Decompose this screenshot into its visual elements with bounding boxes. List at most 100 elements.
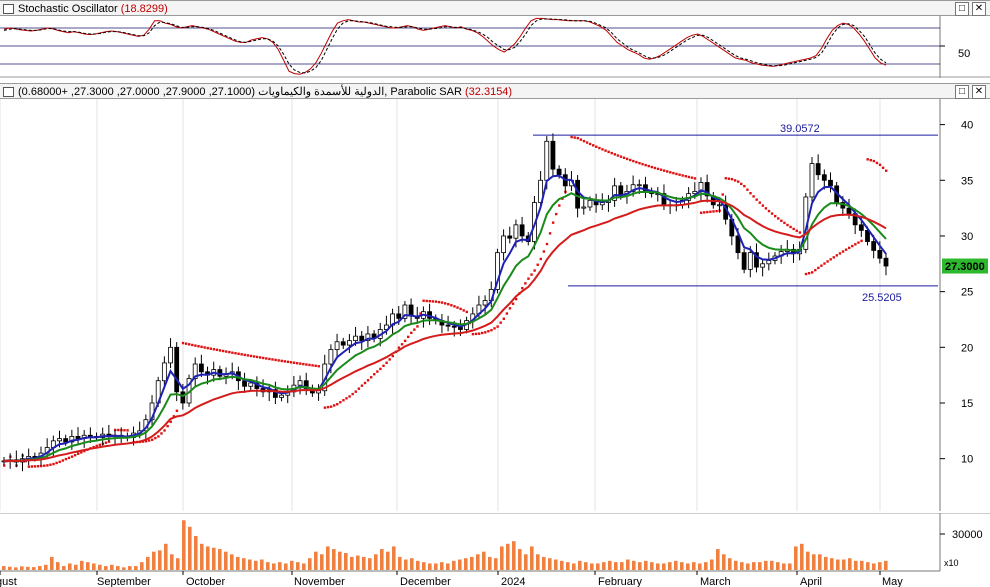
- volume-bar: [674, 560, 678, 570]
- volume-bar: [356, 555, 360, 570]
- sar-dot: [126, 429, 129, 432]
- sar-dot: [767, 209, 771, 213]
- volume-bar: [146, 556, 150, 570]
- sar-dot: [403, 339, 407, 343]
- candle-body: [754, 252, 759, 268]
- sar-dot: [804, 272, 808, 276]
- candle-body: [821, 174, 827, 181]
- candle-body: [760, 263, 766, 268]
- candle-body: [445, 324, 451, 327]
- sar-dot: [385, 361, 388, 364]
- volume-bar: [848, 558, 852, 570]
- sar-dot: [632, 159, 635, 163]
- volume-bar: [404, 559, 408, 570]
- sar-dot: [175, 409, 179, 413]
- sar-dot: [499, 321, 502, 324]
- volume-multiplier: x10: [944, 558, 959, 568]
- sar-dot: [490, 328, 493, 332]
- volume-bar: [500, 546, 504, 570]
- volume-bar: [794, 546, 798, 570]
- volume-bar: [398, 556, 402, 570]
- candle-body: [279, 394, 284, 398]
- candle-body: [717, 204, 722, 207]
- volume-bar: [140, 562, 144, 570]
- stochastic-restore-button[interactable]: □: [955, 2, 969, 16]
- sar-dot: [514, 297, 518, 301]
- sar-dot: [635, 160, 638, 164]
- volume-bar: [476, 554, 480, 570]
- price-select-checkbox[interactable]: [3, 87, 14, 97]
- volume-bar: [866, 562, 870, 570]
- last-price-label: 27.3000: [945, 261, 985, 273]
- volume-bar: [686, 563, 690, 570]
- sar-dot: [197, 345, 200, 348]
- candle-body: [871, 241, 877, 251]
- candle-body: [741, 252, 747, 270]
- candle-body: [340, 341, 346, 346]
- volume-bar: [92, 563, 96, 570]
- sar-dot: [743, 184, 746, 188]
- sar-dot: [690, 176, 694, 179]
- sar-dot: [332, 404, 336, 407]
- candle-body: [630, 184, 636, 192]
- candle-body: [735, 235, 741, 254]
- sar-dot: [752, 195, 755, 198]
- stochastic-close-button[interactable]: ✕: [972, 2, 986, 16]
- volume-bar: [572, 563, 576, 570]
- ma-fast-line: [3, 174, 887, 463]
- sar-dot: [274, 358, 277, 362]
- x-axis-label: September: [97, 576, 151, 587]
- volume-bar: [104, 566, 108, 570]
- volume-bar: [206, 546, 210, 570]
- volume-bar: [20, 566, 24, 570]
- volume-bar: [302, 563, 306, 570]
- price-restore-button[interactable]: □: [955, 85, 969, 99]
- sar-dot: [234, 352, 237, 355]
- price-y-tick-label: 20: [961, 342, 973, 354]
- sar-dot: [607, 150, 610, 154]
- sar-dot: [866, 158, 869, 161]
- sar-dot: [434, 300, 438, 303]
- sar-dot: [237, 352, 240, 355]
- price-close-button[interactable]: ✕: [972, 85, 986, 99]
- sar-dot: [851, 244, 854, 248]
- volume-bar: [746, 563, 750, 570]
- volume-bar: [878, 562, 882, 570]
- volume-bar: [68, 563, 72, 570]
- volume-bar: [842, 559, 846, 570]
- sar-dot: [789, 225, 792, 229]
- sar-dot: [95, 444, 98, 448]
- price-y-tick-label: 35: [961, 175, 973, 187]
- sar-dot: [885, 169, 888, 172]
- sar-dot: [758, 201, 761, 204]
- x-axis-label: 2024: [501, 576, 525, 587]
- sar-dot: [339, 401, 342, 404]
- candle-body: [248, 382, 254, 387]
- sar-dot: [625, 157, 629, 161]
- sar-dot: [262, 356, 265, 360]
- volume-bar: [80, 560, 84, 570]
- sar-dot: [551, 221, 555, 224]
- volume-panel: 30000 x10 gust September October November De…: [0, 513, 990, 587]
- volume-bar: [248, 559, 252, 570]
- sar-dot: [724, 177, 728, 180]
- sar-dot: [481, 331, 484, 335]
- sar-dot: [98, 443, 102, 447]
- stochastic-k-line: [3, 17, 887, 75]
- candle-body: [272, 389, 278, 398]
- stochastic-select-checkbox[interactable]: [3, 4, 14, 14]
- price-y-tick-label: 10: [961, 454, 973, 466]
- support-label: 25.5205: [862, 292, 902, 304]
- sar-dot: [672, 171, 675, 175]
- candle-body: [809, 163, 815, 198]
- sar-dot: [459, 307, 462, 311]
- sar-dot: [271, 358, 274, 361]
- candle-body: [353, 335, 358, 342]
- sar-dot: [456, 306, 459, 309]
- sar-dot: [619, 155, 623, 158]
- candle-body: [544, 140, 550, 181]
- candle-body: [575, 179, 581, 209]
- volume-y-tick: 30000: [952, 529, 983, 541]
- sar-dot: [832, 256, 835, 259]
- volume-bar: [410, 558, 414, 570]
